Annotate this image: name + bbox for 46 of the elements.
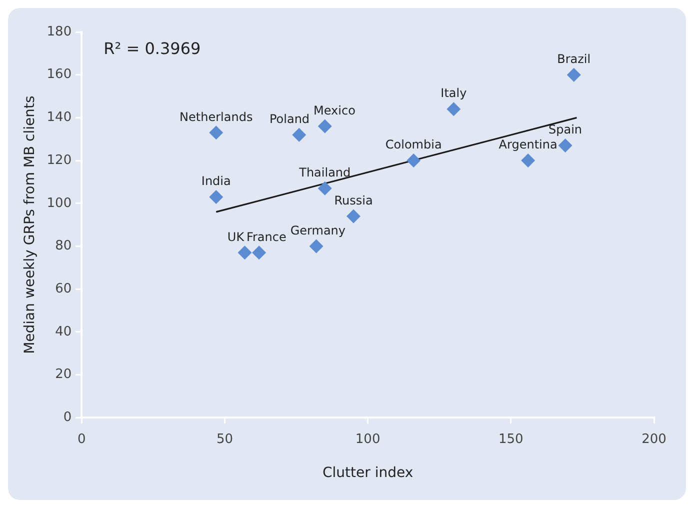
y-axis-title: Median weekly GRPs from MB clients (22, 96, 38, 354)
point (406, 154, 421, 168)
annotation: Mexico (314, 103, 356, 118)
point (566, 68, 581, 82)
annotation: France (246, 230, 286, 244)
annotation: Netherlands (180, 110, 253, 124)
y-tick-label: 40 (55, 324, 72, 340)
y-tick-label: 160 (46, 67, 72, 82)
annotation: Germany (290, 223, 346, 238)
x-tick-label: 200 (642, 432, 666, 447)
annotation: UK (227, 230, 246, 244)
annotation: Argentina (498, 138, 558, 152)
y-tick-label: 120 (46, 152, 72, 168)
point (446, 102, 461, 116)
point (318, 119, 332, 134)
point (309, 239, 324, 254)
annotation: Russia (334, 193, 373, 208)
x-tick-label: 100 (355, 432, 380, 447)
point (318, 181, 332, 196)
point (521, 154, 536, 168)
annotation: Brazil (557, 52, 591, 66)
y-tick-label: 100 (46, 196, 72, 211)
annotation: Thailand (298, 166, 351, 180)
point (558, 138, 572, 153)
point (209, 190, 224, 204)
point (292, 128, 306, 142)
y-tick-label: 180 (46, 24, 72, 40)
x-tick-label: 150 (498, 432, 524, 447)
y-tick-label: 0 (63, 410, 72, 425)
y-tick-label: 140 (46, 110, 72, 126)
annotation: India (201, 174, 231, 188)
point (209, 126, 224, 140)
point (238, 246, 252, 260)
x-axis-title: Clutter index (322, 465, 414, 482)
y-tick-label: 60 (55, 281, 72, 296)
x-tick-label: 50 (216, 432, 233, 447)
point (346, 209, 360, 224)
x-tick-label: 0 (77, 432, 86, 447)
annotation: R² = 0.3969 (104, 39, 201, 58)
annotation: Italy (440, 86, 467, 100)
y-tick-label: 20 (55, 367, 72, 382)
annotation: Poland (269, 112, 310, 126)
y-tick-label: 80 (55, 238, 72, 254)
point (252, 246, 266, 260)
annotation: Spain (548, 122, 582, 137)
annotation: Colombia (385, 138, 442, 152)
